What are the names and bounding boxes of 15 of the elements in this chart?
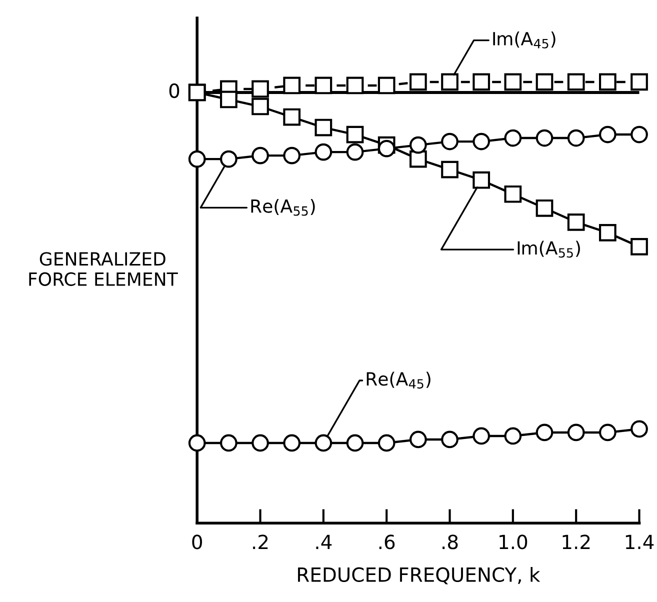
annotation: 0	[169, 83, 180, 98]
x-tick-label: .8	[442, 534, 458, 550]
x-tick-label: .4	[316, 534, 332, 550]
x-tick-label: 1.4	[626, 534, 654, 550]
x-tick-label: 1.0	[500, 534, 528, 550]
series-label: Im(A$_{55}$)	[518, 240, 580, 258]
x-tick-label: .2	[253, 534, 268, 550]
x-axis-title: REDUCED FREQUENCY, k	[298, 566, 540, 584]
x-tick-label: .6	[379, 534, 395, 550]
text: Re(A$_{45}$)	[366, 372, 430, 389]
x-tick-label: 0	[192, 534, 202, 550]
series-label: Im(A$_{45}$)	[493, 32, 556, 48]
x-tick-label: 1.2	[562, 534, 590, 550]
text: Re(A$_{55}$)	[251, 198, 315, 216]
y-axis-title: GENERALIZED FORCE ELEMENT	[29, 252, 178, 286]
